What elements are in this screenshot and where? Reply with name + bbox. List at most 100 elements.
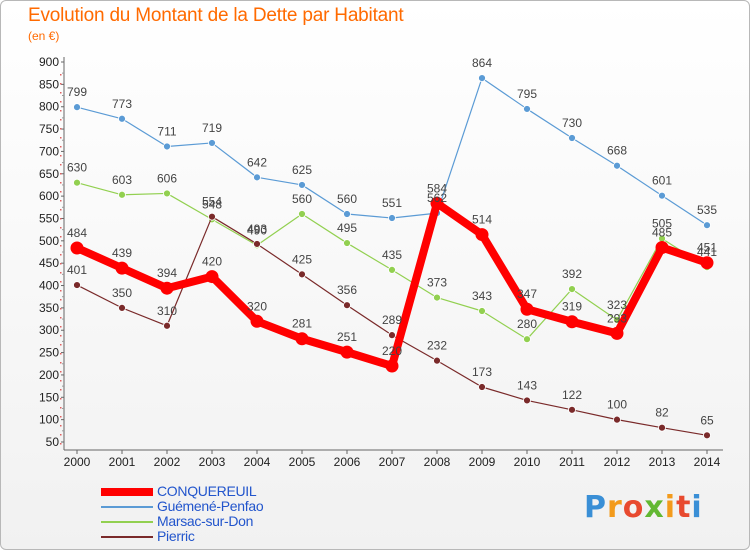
axis-dot [60, 326, 62, 328]
x-tick-label: 2011 [559, 455, 585, 469]
axis-dot [60, 263, 62, 265]
data-label: 495 [337, 221, 357, 235]
data-label: 864 [472, 56, 492, 70]
axis-dot [60, 362, 62, 364]
axis-dot [60, 443, 62, 445]
unit-label: (en €) [28, 29, 60, 43]
data-label: 668 [607, 144, 627, 158]
axis-dot [60, 128, 62, 130]
data-label: 323 [607, 298, 627, 312]
data-point [298, 210, 306, 218]
data-label: 606 [157, 171, 177, 185]
data-label: 122 [562, 388, 582, 402]
axis-dot [60, 308, 62, 310]
axis-dot [60, 398, 62, 400]
y-tick-label: 850 [39, 77, 59, 91]
legend-swatch [101, 521, 153, 523]
data-label: 320 [247, 299, 267, 313]
axis-dot [60, 317, 62, 319]
data-label: 435 [382, 248, 402, 262]
data-label: 392 [562, 267, 582, 281]
axis-dot [60, 164, 62, 166]
y-tick-label: 250 [39, 346, 59, 360]
data-point [658, 191, 666, 200]
data-label: 560 [337, 192, 357, 206]
data-point [385, 359, 399, 373]
axis-dot [60, 155, 62, 157]
axis-dot [60, 299, 62, 301]
y-tick-label: 300 [39, 323, 59, 337]
data-point [205, 270, 219, 284]
data-point [388, 214, 396, 222]
data-label: 281 [292, 317, 312, 331]
x-tick-label: 2008 [424, 455, 451, 469]
y-tick-label: 350 [39, 301, 59, 315]
data-label: 420 [202, 255, 222, 269]
data-label: 373 [427, 276, 447, 290]
x-tick-label: 2002 [154, 455, 181, 469]
data-point [388, 265, 396, 274]
axis-dot [60, 344, 62, 346]
axis-dot [60, 182, 62, 184]
x-tick-label: 2014 [694, 455, 721, 469]
data-label: 280 [517, 317, 537, 331]
data-label: 554 [202, 195, 222, 209]
x-tick-label: 2010 [514, 455, 541, 469]
chart-title: Evolution du Montant de la Dette par Hab… [28, 5, 404, 26]
data-point [568, 134, 576, 142]
data-label: 535 [697, 203, 717, 217]
legend-label: Marsac-sur-Don [157, 513, 254, 529]
data-label: 232 [427, 339, 447, 353]
data-label: 401 [67, 263, 87, 277]
data-point [610, 326, 624, 340]
x-tick-label: 2013 [649, 455, 676, 469]
data-point [208, 212, 216, 221]
axis-dot [60, 335, 62, 337]
axis-dot [60, 146, 62, 148]
data-label: 65 [700, 413, 714, 427]
data-point [160, 281, 174, 295]
axis-dot [60, 218, 62, 220]
data-point [565, 315, 579, 329]
y-tick-label: 50 [46, 435, 60, 449]
data-label: 625 [292, 163, 312, 177]
data-point [118, 190, 126, 199]
y-tick-label: 700 [39, 144, 59, 158]
legend-label: Guémené-Penfao [157, 498, 264, 514]
x-tick-label: 2005 [289, 455, 316, 469]
data-label: 343 [472, 289, 492, 303]
data-label: 584 [427, 181, 447, 195]
axis-dot [60, 407, 62, 409]
data-point [298, 181, 306, 189]
y-tick-label: 200 [39, 368, 59, 382]
axis-dot [60, 245, 62, 247]
series-layer [70, 74, 714, 440]
axis-dot [60, 353, 62, 355]
data-label: 82 [655, 406, 669, 420]
data-label: 425 [292, 252, 312, 266]
data-point [163, 189, 171, 198]
data-point [208, 139, 216, 147]
data-label: 319 [562, 300, 582, 314]
data-label: 719 [202, 121, 222, 135]
data-label: 493 [247, 222, 267, 236]
data-point [343, 239, 351, 247]
logo-letter: r [607, 490, 623, 525]
x-tick-label: 2000 [64, 455, 91, 469]
axis-dot [60, 92, 62, 94]
axis-dot [60, 74, 62, 76]
data-label: 441 [697, 245, 717, 259]
data-point [475, 228, 489, 242]
legend-label: Pierric [157, 528, 195, 544]
data-label: 451 [697, 241, 717, 255]
axis-dot [60, 254, 62, 256]
data-point [73, 103, 81, 112]
data-label: 603 [112, 173, 132, 187]
data-point [343, 301, 351, 310]
legend-label: CONQUEREUIL [157, 483, 257, 499]
data-point [253, 240, 261, 248]
data-label: 795 [517, 87, 537, 101]
y-tick-label: 100 [39, 413, 59, 427]
data-label: 642 [247, 155, 267, 169]
